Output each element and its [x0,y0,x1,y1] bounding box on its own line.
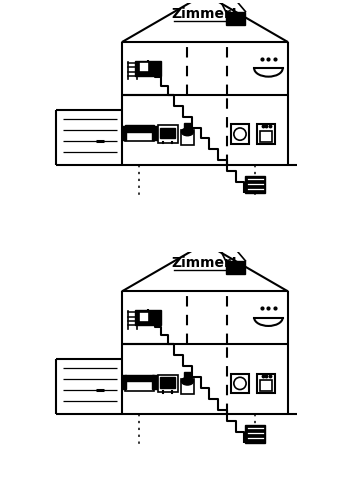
Bar [125,380,154,390]
Bar [226,12,245,24]
Bar [181,130,194,145]
Bar [260,131,272,142]
Bar [152,375,157,390]
Bar [184,122,191,128]
Bar [125,374,154,381]
Bar [122,375,126,390]
Bar [160,128,175,138]
Bar [139,62,149,72]
Bar [152,126,157,140]
Circle shape [234,378,246,390]
Bar [245,425,265,442]
Bar [125,126,154,132]
Bar [135,61,161,76]
Bar [231,124,249,144]
Bar [158,126,178,143]
Bar [245,176,265,193]
Bar [257,124,275,144]
Text: Zimmer!: Zimmer! [172,256,238,270]
Bar [122,126,126,140]
Bar [231,374,249,394]
Ellipse shape [181,128,193,136]
Bar [158,374,178,392]
Bar [181,379,194,394]
Bar [260,380,272,391]
Ellipse shape [181,378,193,385]
Bar [184,372,191,378]
Bar [139,312,149,322]
Bar [160,377,175,388]
Bar [125,132,154,141]
Bar [226,261,245,274]
Text: Zimmer!: Zimmer! [172,6,238,20]
Bar [257,374,275,394]
Bar [135,310,161,326]
Circle shape [234,128,246,140]
